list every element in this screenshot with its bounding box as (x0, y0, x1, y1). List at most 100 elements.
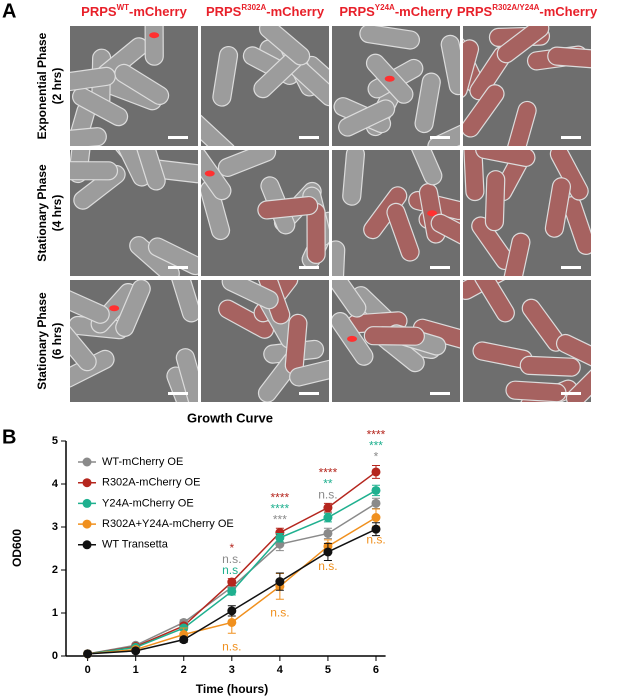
cell (338, 99, 396, 137)
significance: *** (369, 439, 383, 453)
y-tick-label: 2 (52, 564, 58, 576)
x-tick-label: 5 (325, 664, 331, 676)
scale-bar (299, 392, 319, 395)
cell (427, 118, 460, 146)
legend-label: WT Transetta (102, 539, 169, 551)
cells (333, 26, 460, 146)
cell (147, 237, 198, 276)
cell (549, 150, 589, 201)
y-axis-label: OD600 (10, 529, 24, 567)
cell (430, 213, 460, 253)
cell (473, 280, 515, 323)
panel-label: A (2, 0, 16, 22)
row-label: Stationary Phase (35, 292, 49, 390)
data-point (371, 485, 381, 495)
data-point (323, 503, 333, 513)
legend-marker (82, 519, 92, 529)
cell (359, 26, 421, 50)
significance: n.s. (222, 639, 241, 653)
row-label: Stationary Phase (35, 164, 49, 262)
cell (289, 357, 329, 387)
data-point (131, 646, 141, 656)
scale-bar (168, 136, 188, 139)
cells (463, 280, 591, 402)
data-point (323, 513, 333, 523)
significance: ** (323, 477, 333, 491)
row-label: (2 hrs) (50, 68, 64, 105)
column-header: PRPSY24A-mCherry (339, 3, 453, 19)
cell (169, 280, 198, 323)
cell (463, 39, 480, 100)
cell (505, 380, 567, 402)
cells (70, 150, 198, 276)
cell (463, 150, 485, 202)
micrograph (70, 26, 198, 146)
x-tick-label: 3 (229, 664, 235, 676)
scale-bar (168, 392, 188, 395)
y-tick-label: 5 (52, 435, 58, 447)
significance: n.s. (270, 605, 289, 619)
cell (257, 195, 319, 220)
x-tick-label: 6 (373, 664, 379, 676)
cell (218, 299, 275, 339)
significance: **** (271, 501, 290, 515)
panel-label: B (2, 426, 16, 448)
cells (463, 150, 591, 276)
focus (347, 335, 358, 342)
micrograph (463, 26, 591, 146)
cell (506, 100, 537, 146)
focus (204, 170, 215, 177)
data-point (371, 524, 381, 534)
cell (115, 280, 151, 337)
significance: * (229, 541, 234, 555)
micrograph (70, 150, 198, 276)
x-tick-label: 4 (277, 664, 284, 676)
cell (114, 63, 170, 106)
x-tick-label: 0 (85, 664, 91, 676)
cells (201, 150, 329, 269)
scale-bar (561, 266, 581, 269)
cell (332, 280, 367, 318)
data-point (323, 547, 333, 557)
significance: n.s. (318, 559, 337, 573)
cell (363, 326, 425, 346)
cell (72, 87, 129, 127)
cell (175, 348, 198, 402)
cell (70, 287, 110, 324)
scale-bar (299, 136, 319, 139)
y-tick-label: 0 (52, 650, 58, 662)
cell (386, 202, 420, 262)
row-label: (6 hrs) (50, 323, 64, 360)
focus (109, 305, 120, 312)
row-label: Exponential Phase (35, 32, 49, 139)
micrograph (332, 26, 460, 146)
y-tick-label: 4 (52, 478, 59, 490)
x-tick-label: 2 (181, 664, 187, 676)
cell (502, 232, 531, 276)
cells (201, 26, 329, 146)
cell (555, 333, 591, 372)
data-point (275, 577, 285, 587)
cell (133, 150, 166, 191)
legend-marker (82, 540, 92, 550)
cell (258, 26, 311, 66)
significance: *** (273, 512, 287, 526)
y-tick-label: 1 (52, 607, 58, 619)
cell (562, 196, 591, 255)
cell (519, 355, 581, 377)
data-point (179, 635, 189, 645)
significance: **** (367, 428, 386, 442)
legend-label: WT-mCherry OE (102, 456, 183, 468)
data-point (83, 649, 93, 659)
cell (547, 46, 591, 69)
significance: **** (319, 466, 338, 480)
data-point (371, 513, 381, 523)
cell (565, 359, 591, 402)
legend-marker (82, 498, 92, 508)
cell (475, 150, 536, 168)
micrograph (70, 280, 198, 402)
micrograph (201, 26, 329, 146)
significance: n.s. (318, 488, 337, 502)
micrograph (463, 280, 591, 402)
